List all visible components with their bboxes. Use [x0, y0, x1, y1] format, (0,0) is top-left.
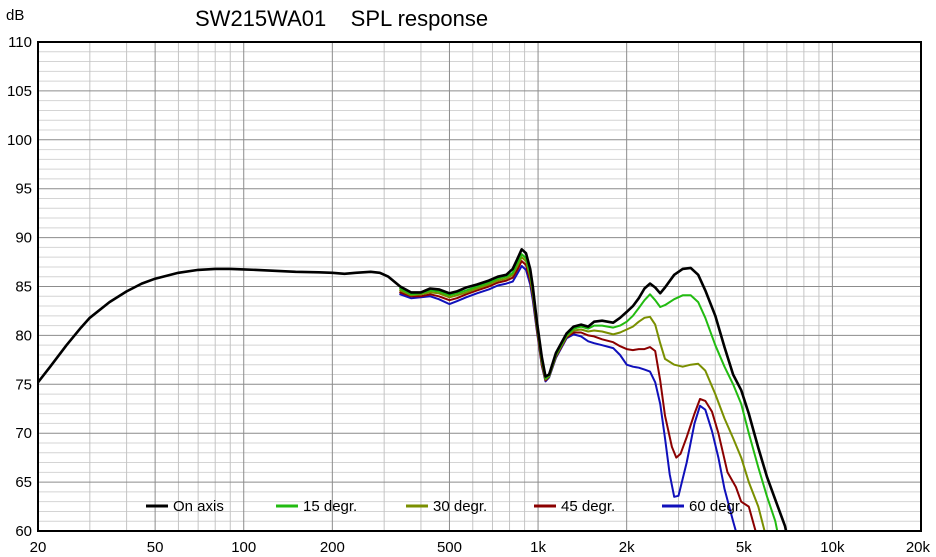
x-tick-label: 50 [147, 539, 164, 556]
x-tick-label: 20 [30, 539, 47, 556]
chart-title: SW215WA01 SPL response [195, 6, 488, 31]
plot-frame [37, 41, 922, 532]
y-tick-label: 100 [7, 132, 32, 149]
x-tick-label: 2k [619, 539, 635, 556]
y-tick-label: 90 [15, 230, 32, 247]
y-tick-label: 70 [15, 425, 32, 442]
y-tick-label: 75 [15, 376, 32, 393]
series-line-30-degr [399, 256, 766, 531]
x-tick-label: 10k [820, 539, 845, 556]
y-tick-label: 85 [15, 279, 32, 296]
y-tick-label: 105 [7, 83, 32, 100]
major-grid [38, 42, 921, 531]
y-tick-label: 110 [8, 34, 32, 51]
legend-label: 15 degr. [303, 498, 357, 515]
legend-label: On axis [173, 498, 224, 515]
legend: On axis 15 degr. 30 degr. 45 degr. 60 degr. [146, 498, 743, 515]
x-tick-label: 1k [530, 539, 546, 556]
series-lines [38, 248, 788, 531]
x-tick-labels: 20 50 100 200 500 1k 2k 5k 10k 20k [30, 539, 931, 556]
x-tick-label: 5k [736, 539, 752, 556]
y-tick-label: 95 [15, 181, 32, 198]
x-tick-label: 20k [906, 539, 931, 556]
y-tick-label: 65 [15, 474, 32, 491]
y-tick-label: 60 [15, 523, 32, 540]
series-line-45-degr [399, 260, 757, 531]
series-line-15-degr [399, 253, 779, 531]
y-axis-label: dB [6, 7, 24, 24]
y-tick-labels: 60 65 70 75 80 85 90 95 100 105 110 [7, 34, 32, 540]
series-line-60-degr [399, 265, 737, 531]
legend-label: 45 degr. [561, 498, 615, 515]
legend-label: 30 degr. [433, 498, 487, 515]
minor-grid [38, 42, 921, 531]
x-tick-label: 100 [231, 539, 256, 556]
x-tick-label: 500 [437, 539, 462, 556]
legend-label: 60 degr. [689, 498, 743, 515]
series-line-on-axis [38, 248, 788, 531]
y-tick-label: 80 [15, 327, 32, 344]
x-tick-label: 200 [320, 539, 345, 556]
